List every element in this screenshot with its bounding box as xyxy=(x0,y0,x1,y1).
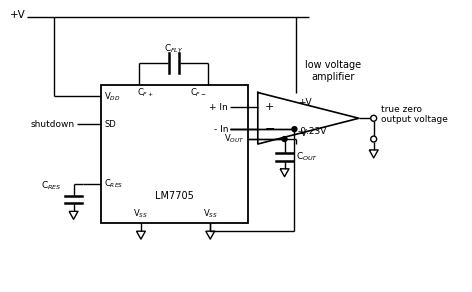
Text: V$_{OUT}$: V$_{OUT}$ xyxy=(224,133,245,145)
Text: - In: - In xyxy=(213,125,228,134)
Text: shutdown: shutdown xyxy=(30,120,75,129)
Text: LM7705: LM7705 xyxy=(155,190,194,201)
Text: -V: -V xyxy=(298,129,307,138)
Text: +V: +V xyxy=(298,98,312,107)
Text: C$_{F+}$: C$_{F+}$ xyxy=(137,86,154,99)
Text: +: + xyxy=(265,102,274,112)
Text: V$_{DD}$: V$_{DD}$ xyxy=(104,90,121,103)
Text: + In: + In xyxy=(209,103,228,112)
Text: low voltage
amplifier: low voltage amplifier xyxy=(305,60,361,81)
Text: C$_{RES}$: C$_{RES}$ xyxy=(41,179,62,192)
Text: −: − xyxy=(264,123,275,136)
Circle shape xyxy=(292,127,297,132)
Text: true zero
output voltage: true zero output voltage xyxy=(380,105,447,124)
Text: C$_{OUT}$: C$_{OUT}$ xyxy=(296,151,319,163)
Circle shape xyxy=(371,115,377,121)
Text: C$_{F-}$: C$_{F-}$ xyxy=(190,86,207,99)
Circle shape xyxy=(282,137,287,142)
Text: V$_{SS}$: V$_{SS}$ xyxy=(202,207,218,220)
Text: +V: +V xyxy=(10,10,26,20)
Text: C$_{FLY}$: C$_{FLY}$ xyxy=(164,43,184,55)
Bar xyxy=(101,85,248,223)
Text: V$_{SS}$: V$_{SS}$ xyxy=(134,207,149,220)
Circle shape xyxy=(371,136,377,142)
Text: -0.23V: -0.23V xyxy=(297,127,327,136)
Text: SD: SD xyxy=(104,120,116,129)
Text: C$_{RES}$: C$_{RES}$ xyxy=(104,177,124,190)
